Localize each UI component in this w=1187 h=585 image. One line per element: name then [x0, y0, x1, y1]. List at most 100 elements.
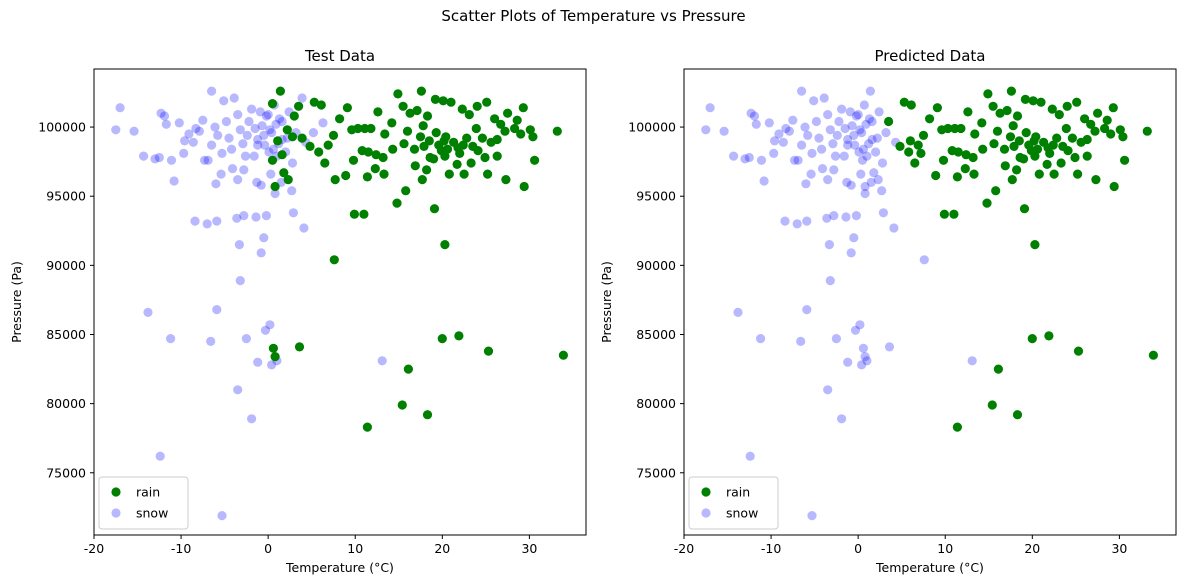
- point-snow: [297, 93, 307, 103]
- series-snow: [111, 86, 387, 521]
- point-snow: [267, 360, 277, 370]
- point-rain: [287, 132, 298, 142]
- point-snow: [180, 136, 190, 146]
- point-snow: [318, 118, 328, 128]
- point-snow: [203, 155, 213, 165]
- point-rain: [399, 139, 409, 149]
- point-rain: [519, 181, 529, 192]
- point-snow: [115, 103, 125, 113]
- point-snow: [184, 129, 194, 139]
- point-snow: [277, 116, 287, 127]
- point-snow: [190, 216, 200, 226]
- point-snow: [260, 140, 270, 150]
- point-rain: [277, 150, 287, 160]
- point-rain: [500, 126, 510, 136]
- point-rain: [439, 136, 449, 146]
- point-rain: [330, 175, 340, 185]
- point-snow: [206, 336, 216, 346]
- point-snow: [259, 130, 269, 140]
- point-rain: [422, 111, 433, 121]
- x-tick-label: -20: [84, 541, 104, 556]
- point-rain: [452, 159, 462, 169]
- point-snow: [235, 276, 245, 286]
- point-rain: [397, 400, 407, 410]
- y-tick-label: 100000: [38, 120, 86, 135]
- point-rain: [490, 114, 500, 124]
- point-snow: [256, 248, 266, 258]
- point-snow: [219, 96, 229, 106]
- point-rain: [328, 130, 339, 140]
- point-snow: [266, 169, 276, 179]
- point-rain: [444, 169, 454, 179]
- point-rain: [525, 125, 535, 135]
- point-snow: [224, 133, 234, 143]
- point-snow: [150, 154, 160, 164]
- point-rain: [483, 346, 494, 356]
- point-rain: [270, 181, 280, 192]
- point-snow: [242, 130, 252, 140]
- point-rain: [417, 175, 427, 185]
- point-rain: [387, 118, 397, 128]
- point-snow: [265, 320, 275, 330]
- point-snow: [261, 111, 271, 121]
- point-rain: [380, 129, 390, 139]
- point-snow: [259, 233, 269, 243]
- point-rain: [409, 144, 420, 154]
- point-rain: [388, 144, 398, 154]
- point-snow: [232, 213, 242, 223]
- point-snow: [188, 137, 198, 147]
- point-rain: [482, 97, 492, 107]
- point-rain: [471, 123, 481, 134]
- point-snow: [233, 385, 243, 395]
- legend-frame: [98, 476, 189, 530]
- point-rain: [268, 343, 278, 353]
- point-snow: [202, 219, 212, 229]
- point-rain: [558, 350, 569, 360]
- x-tick-label: 30: [521, 541, 537, 556]
- point-snow: [227, 164, 238, 174]
- point-rain: [503, 108, 513, 118]
- point-rain: [422, 165, 432, 175]
- point-rain: [403, 364, 413, 374]
- point-snow: [212, 216, 222, 226]
- point-rain: [366, 123, 376, 134]
- point-snow: [252, 177, 262, 187]
- point-snow: [210, 122, 220, 132]
- point-snow: [156, 108, 166, 118]
- point-rain: [440, 151, 450, 161]
- point-snow: [287, 158, 298, 168]
- point-rain: [309, 97, 319, 107]
- point-rain: [314, 147, 324, 157]
- series-rain: [267, 86, 569, 432]
- point-snow: [255, 107, 265, 117]
- point-snow: [247, 414, 257, 424]
- point-rain: [480, 152, 490, 163]
- point-rain: [477, 133, 487, 143]
- point-snow: [166, 334, 176, 344]
- point-rain: [419, 141, 429, 151]
- figure-suptitle: Scatter Plots of Temperature vs Pressure: [441, 7, 746, 25]
- point-snow: [129, 126, 139, 136]
- point-rain: [349, 209, 359, 219]
- point-rain: [410, 161, 420, 171]
- point-rain: [429, 154, 439, 164]
- legend-label-rain: rain: [136, 485, 160, 500]
- point-snow: [257, 121, 267, 131]
- point-rain: [294, 101, 304, 111]
- point-rain: [509, 123, 520, 134]
- point-snow: [216, 169, 226, 179]
- point-rain: [440, 240, 450, 250]
- point-snow: [265, 125, 275, 135]
- point-rain: [530, 155, 540, 165]
- chart-title: Test Data: [304, 47, 375, 65]
- point-snow: [271, 119, 281, 129]
- point-snow: [253, 357, 263, 367]
- y-tick-label: 80000: [46, 396, 86, 411]
- point-rain: [472, 101, 482, 111]
- point-rain: [305, 141, 315, 151]
- point-snow: [191, 123, 201, 134]
- point-snow: [139, 151, 149, 161]
- point-snow: [227, 144, 237, 154]
- point-snow: [256, 180, 266, 190]
- point-rain: [282, 125, 292, 135]
